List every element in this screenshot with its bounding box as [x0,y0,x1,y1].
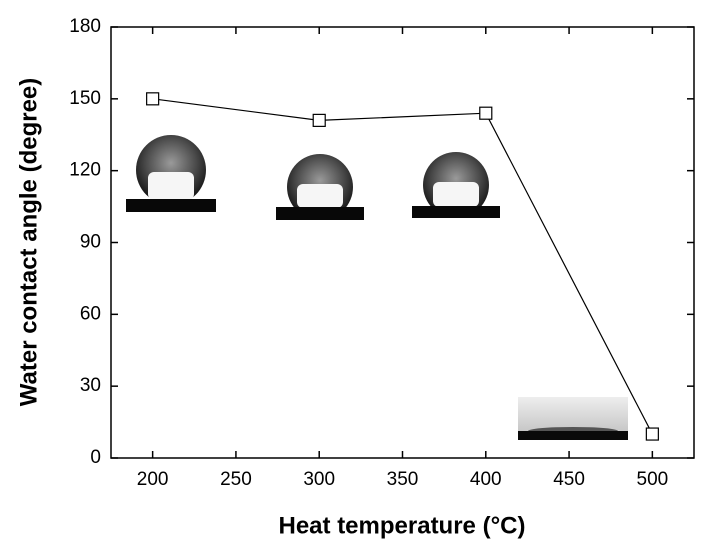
y-tick-label: 150 [69,88,101,109]
x-tick-label: 400 [470,469,502,490]
y-tick-label: 90 [80,232,101,253]
y-tick-label: 0 [90,447,101,468]
droplet-image [276,154,364,220]
x-tick-label: 200 [137,469,169,490]
y-tick-label: 60 [80,303,101,324]
data-point [312,113,326,127]
y-tick-label: 30 [80,375,101,396]
x-tick-label: 450 [553,469,585,490]
data-point [479,106,493,120]
droplet-image [518,397,628,440]
y-tick-label: 120 [69,160,101,181]
droplet-image [126,135,216,212]
plot-frame [110,26,695,459]
x-tick-label: 300 [303,469,335,490]
x-tick-label: 500 [637,469,669,490]
x-tick-label: 350 [387,469,419,490]
y-tick-label: 180 [69,16,101,37]
x-tick-label: 250 [220,469,252,490]
x-axis-title: Heat temperature (°C) [279,512,526,539]
data-point [645,427,659,441]
droplet-image [412,152,500,218]
data-point [146,92,160,106]
y-axis-title: Water contact angle (degree) [15,78,42,407]
data-line [152,98,653,435]
